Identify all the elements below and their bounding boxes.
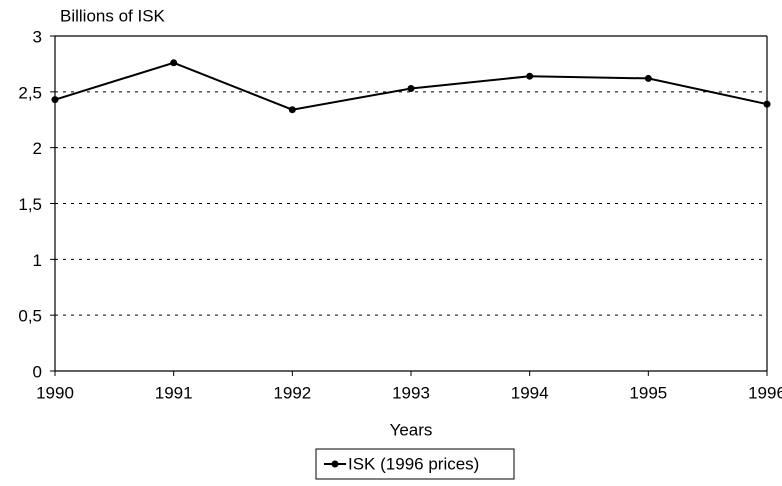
legend-label: ISK (1996 prices) [348, 454, 479, 473]
legend-box [315, 448, 515, 480]
y-tick-label: 1 [33, 251, 42, 270]
y-tick-label: 2 [33, 139, 42, 158]
y-tick-label: 2,5 [18, 83, 42, 102]
data-point [526, 72, 534, 80]
data-point [51, 96, 59, 104]
x-tick-label: 1994 [511, 383, 549, 402]
x-tick-label: 1991 [155, 383, 193, 402]
y-tick-label: 0,5 [18, 307, 42, 326]
data-point [170, 59, 178, 67]
x-tick-label: 1995 [629, 383, 667, 402]
data-point [644, 74, 652, 82]
x-tick-label: 1992 [273, 383, 311, 402]
x-tick-label: 1996 [748, 383, 782, 402]
data-point [288, 106, 296, 114]
y-axis-label: Billions of ISK [60, 6, 166, 25]
x-tick-label: 1990 [36, 383, 74, 402]
data-point [407, 84, 415, 92]
legend-marker [331, 460, 339, 468]
y-tick-label: 3 [33, 27, 42, 46]
x-axis-label: Years [390, 420, 433, 439]
data-point [763, 100, 771, 108]
y-tick-label: 0 [33, 362, 42, 381]
x-tick-label: 1993 [392, 383, 430, 402]
y-tick-label: 1,5 [18, 195, 42, 214]
